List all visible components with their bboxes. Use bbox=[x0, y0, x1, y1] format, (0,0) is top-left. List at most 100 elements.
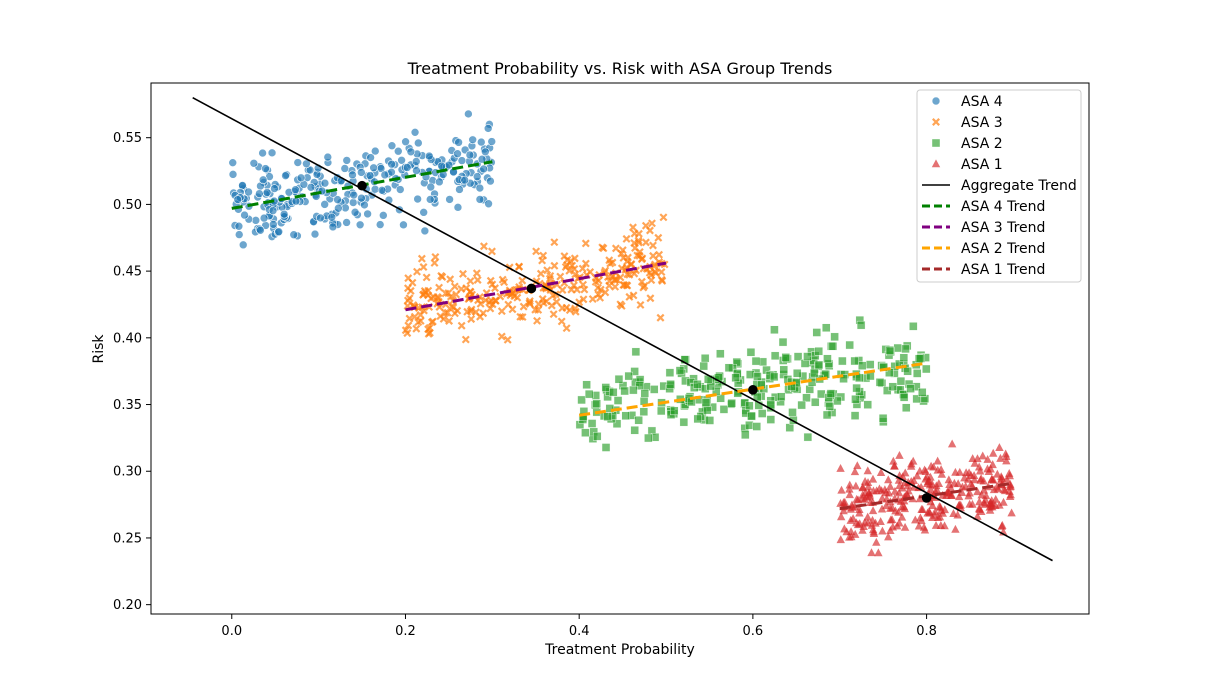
scatter-point bbox=[770, 351, 780, 361]
scatter-point bbox=[1006, 490, 1015, 499]
scatter-point bbox=[605, 404, 615, 413]
scatter-point bbox=[466, 307, 475, 316]
scatter-point bbox=[792, 369, 802, 378]
scatter-point bbox=[781, 353, 790, 362]
scatter-point bbox=[614, 374, 624, 384]
scatter-point bbox=[969, 471, 979, 479]
scatter-point bbox=[833, 396, 842, 406]
scatter-point bbox=[611, 275, 620, 284]
legend-item: Aggregate Trend bbox=[922, 178, 1077, 194]
scatter-point bbox=[488, 247, 496, 256]
scatter-point bbox=[649, 251, 658, 260]
scatter-point bbox=[830, 332, 839, 342]
x-tick-label: 0.6 bbox=[743, 624, 764, 639]
scatter-point bbox=[875, 378, 885, 387]
scatter-point bbox=[850, 411, 860, 420]
scatter-point bbox=[894, 507, 903, 516]
scatter-point bbox=[999, 497, 1008, 506]
scatter-point bbox=[858, 482, 868, 491]
scatter-point bbox=[776, 392, 786, 401]
scatter-point bbox=[416, 310, 425, 319]
scatter-point bbox=[457, 156, 467, 165]
scatter-point bbox=[838, 356, 847, 366]
scatter-point bbox=[441, 289, 450, 298]
scatter-point bbox=[320, 178, 330, 188]
scatter-point bbox=[518, 276, 527, 285]
scatter-point bbox=[459, 269, 467, 278]
scatter-point bbox=[805, 385, 814, 394]
scatter-point bbox=[640, 389, 650, 398]
scatter-point bbox=[884, 475, 893, 484]
scatter-point bbox=[925, 476, 934, 485]
scatter-point bbox=[486, 304, 495, 313]
scatter-point bbox=[659, 213, 668, 222]
scatter-point bbox=[238, 240, 248, 250]
scatter-point bbox=[630, 426, 639, 435]
scatter-point bbox=[289, 230, 299, 240]
legend-item: ASA 3 bbox=[932, 115, 1003, 131]
scatter-point bbox=[452, 290, 461, 299]
scatter-point bbox=[926, 484, 935, 493]
scatter-point bbox=[601, 266, 610, 275]
scatter-point bbox=[997, 473, 1006, 482]
scatter-point bbox=[876, 468, 886, 476]
scatter-point bbox=[560, 252, 569, 261]
scatter-point bbox=[719, 405, 729, 414]
scatter-point bbox=[349, 190, 359, 200]
scatter-point bbox=[745, 401, 754, 411]
scatter-point bbox=[479, 242, 488, 251]
group-mean-point bbox=[526, 283, 537, 294]
scatter-point bbox=[954, 492, 964, 501]
scatter-point bbox=[914, 521, 924, 530]
legend-item: ASA 1 bbox=[931, 157, 1003, 173]
x-tick-label: 0.4 bbox=[569, 624, 590, 639]
scatter-point bbox=[955, 500, 964, 509]
scatter-point bbox=[858, 361, 867, 370]
scatter-point bbox=[270, 184, 279, 193]
scatter-point bbox=[258, 175, 268, 185]
scatter-point bbox=[401, 326, 410, 335]
scatter-point bbox=[497, 307, 506, 316]
scatter-point bbox=[630, 229, 639, 238]
scatter-point bbox=[803, 432, 813, 442]
scatter-point bbox=[930, 507, 940, 516]
scatter-point bbox=[845, 532, 854, 541]
scatter-point bbox=[323, 152, 333, 162]
scatter-point bbox=[460, 175, 470, 185]
scatter-point bbox=[732, 357, 742, 367]
scatter-point bbox=[936, 465, 946, 474]
scatter-point bbox=[412, 166, 421, 175]
scatter-point bbox=[918, 388, 927, 397]
legend-marker bbox=[931, 96, 941, 106]
scatter-point bbox=[627, 260, 636, 269]
legend-item: ASA 2 Trend bbox=[922, 241, 1045, 257]
scatter-point bbox=[989, 475, 998, 484]
scatter-point bbox=[609, 388, 618, 397]
scatter-point bbox=[836, 463, 845, 472]
scatter-point bbox=[497, 332, 506, 341]
scatter-point bbox=[912, 394, 921, 404]
scatter-point bbox=[348, 170, 357, 180]
scatter-point bbox=[473, 276, 482, 284]
scatter-point bbox=[851, 481, 861, 490]
scatter-point bbox=[457, 321, 466, 330]
scatter-point bbox=[545, 274, 554, 283]
scatter-point bbox=[900, 522, 910, 531]
scatter-point bbox=[917, 516, 926, 525]
scatter-point bbox=[648, 241, 657, 250]
scatter-point bbox=[803, 352, 812, 361]
scatter-point bbox=[657, 268, 666, 277]
legend-label: Aggregate Trend bbox=[961, 178, 1077, 194]
scatter-point bbox=[412, 324, 421, 333]
scatter-point bbox=[977, 490, 986, 499]
scatter-point bbox=[973, 512, 982, 520]
scatter-point bbox=[654, 233, 663, 242]
scatter-point bbox=[769, 372, 779, 382]
scatter-point bbox=[370, 146, 380, 156]
scatter-point bbox=[464, 109, 473, 119]
scatter-point bbox=[531, 305, 540, 314]
scatter-point bbox=[1000, 486, 1010, 495]
scatter-point bbox=[811, 397, 820, 407]
scatter-point bbox=[258, 148, 267, 158]
scatter-point bbox=[779, 365, 788, 375]
